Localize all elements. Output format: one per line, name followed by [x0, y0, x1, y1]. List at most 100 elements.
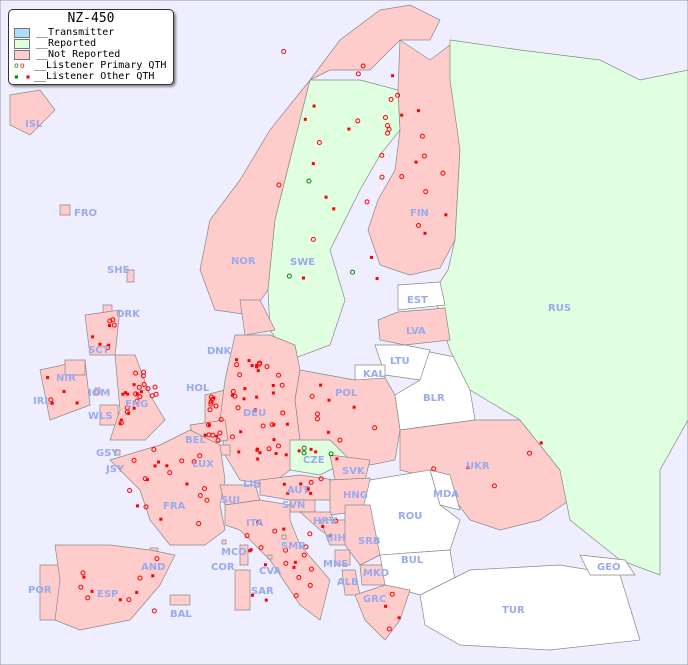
listener-primary-qth-marker	[385, 130, 391, 136]
listener-primary-qth-marker	[218, 417, 224, 423]
listener-other-qth-marker	[159, 517, 163, 521]
listener-other-qth-marker	[297, 449, 301, 453]
listener-primary-qth-marker	[142, 476, 148, 482]
listener-other-qth-marker	[286, 491, 290, 495]
legend-title: NZ-450	[67, 11, 115, 26]
listener-primary-qth-marker	[118, 420, 124, 426]
legend-item-reported: __Reported	[9, 38, 173, 49]
country-smr	[281, 534, 287, 540]
country-label-jsy: JSY	[105, 464, 125, 475]
listener-other-qth-marker	[247, 359, 251, 363]
listener-other-qth-marker	[62, 389, 66, 393]
listener-primary-qth-marker	[213, 403, 219, 409]
listener-other-qth-marker	[135, 504, 139, 508]
listener-primary-qth-marker	[382, 114, 388, 120]
listener-primary-qth-marker	[269, 422, 275, 428]
listener-primary-qth-marker	[141, 381, 147, 387]
country-label-por: POR	[28, 585, 52, 596]
listener-primary-qth-marker	[303, 544, 309, 550]
listener-other-qth-marker	[263, 563, 267, 567]
listener-other-qth-marker	[165, 464, 169, 468]
listener-primary-qth-marker	[279, 382, 285, 388]
country-nir	[64, 359, 86, 376]
listener-primary-qth-marker	[179, 458, 185, 464]
listener-primary-qth-marker	[80, 570, 86, 576]
country-label-fra: FRA	[163, 501, 186, 512]
listener-other-qth-marker	[135, 590, 139, 594]
country-label-bel: BEL	[185, 435, 206, 446]
listener-primary-qth-marker	[304, 486, 310, 492]
country-label-hrv: HRV	[313, 516, 337, 527]
country-label-rou: ROU	[398, 511, 422, 522]
listener-other-qth-marker	[255, 363, 259, 367]
listener-primary-qth-marker	[111, 322, 117, 328]
country-label-deu: DEU	[243, 408, 266, 419]
listener-other-qth-marker	[306, 487, 310, 491]
listener-primary-qth-marker	[196, 521, 202, 527]
listener-other-qth-marker	[293, 560, 297, 564]
listener-other-qth-marker	[303, 117, 307, 121]
listener-primary-qth-marker	[272, 528, 278, 534]
listener-other-qth-marker	[312, 104, 316, 108]
country-lva	[377, 307, 451, 346]
listener-primary-qth-marker	[131, 457, 137, 463]
listener-primary-qth-marker	[264, 364, 270, 370]
listener-primary-qth-marker	[337, 437, 343, 443]
country-label-esp: ESP	[97, 589, 118, 600]
listener-primary-qth-marker	[266, 446, 272, 452]
listener-primary-qth-marker	[209, 396, 215, 402]
listener-primary-qth-marker	[105, 345, 111, 351]
listener-other-qth-marker	[370, 255, 374, 259]
listener-other-qth-marker	[126, 392, 130, 396]
listener-other-qth-marker	[132, 406, 136, 410]
country-label-cva: CVA	[259, 566, 281, 577]
country-iom	[94, 387, 101, 395]
listener-primary-qth-marker	[167, 470, 173, 476]
listener-primary-qth-marker	[416, 223, 422, 229]
listener-other-qth-marker	[108, 324, 112, 328]
country-label-bul: BUL	[401, 555, 424, 566]
legend-item-transmitter: __Transmitter	[9, 27, 173, 38]
listener-primary-qth-marker	[399, 174, 405, 180]
listener-other-qth-marker	[311, 162, 315, 166]
listener-primary-qth-marker	[234, 362, 240, 368]
listener-other-qth-marker	[444, 213, 448, 217]
listener-primary-qth-marker	[143, 504, 149, 510]
circle-marker-icon: oo	[14, 61, 26, 70]
listener-primary-qth-marker	[258, 545, 264, 551]
listener-other-qth-marker	[124, 391, 128, 395]
country-grc	[354, 584, 411, 641]
listener-primary-qth-marker	[134, 398, 140, 404]
listener-other-qth-marker	[119, 418, 123, 422]
country-label-bal: BAL	[170, 609, 192, 620]
listener-other-qth-marker	[274, 452, 278, 456]
listener-primary-qth-marker	[229, 434, 235, 440]
listener-primary-qth-marker	[286, 273, 292, 279]
listener-primary-qth-marker	[333, 518, 339, 524]
listener-other-qth-marker	[151, 574, 155, 578]
listener-primary-qth-marker	[328, 451, 334, 457]
listener-primary-qth-marker	[208, 399, 214, 405]
country-label-dnk: DNK	[207, 346, 233, 357]
listener-other-qth-marker	[139, 390, 143, 394]
listener-primary-qth-marker	[314, 411, 320, 417]
listener-other-qth-marker	[250, 593, 254, 597]
country-label-mne: MNE	[323, 559, 348, 570]
listener-primary-qth-marker	[127, 487, 133, 493]
listener-primary-qth-marker	[260, 423, 266, 429]
listener-other-qth-marker	[118, 598, 122, 602]
listener-other-qth-marker	[185, 482, 189, 486]
listener-other-qth-marker	[242, 397, 246, 401]
country-tur	[419, 564, 641, 651]
listener-other-qth-marker	[391, 74, 395, 78]
listener-primary-qth-marker	[207, 407, 213, 413]
swatch	[14, 27, 30, 38]
country-label-smr: SMR	[281, 541, 306, 552]
listener-primary-qth-marker	[208, 401, 214, 407]
country-label-mda: MDA	[433, 489, 459, 500]
listener-primary-qth-marker	[301, 552, 307, 558]
country-label-nor: NOR	[231, 256, 256, 267]
country-cor	[239, 544, 249, 566]
listener-other-qth-marker	[466, 466, 470, 470]
listener-other-qth-marker	[397, 616, 401, 620]
